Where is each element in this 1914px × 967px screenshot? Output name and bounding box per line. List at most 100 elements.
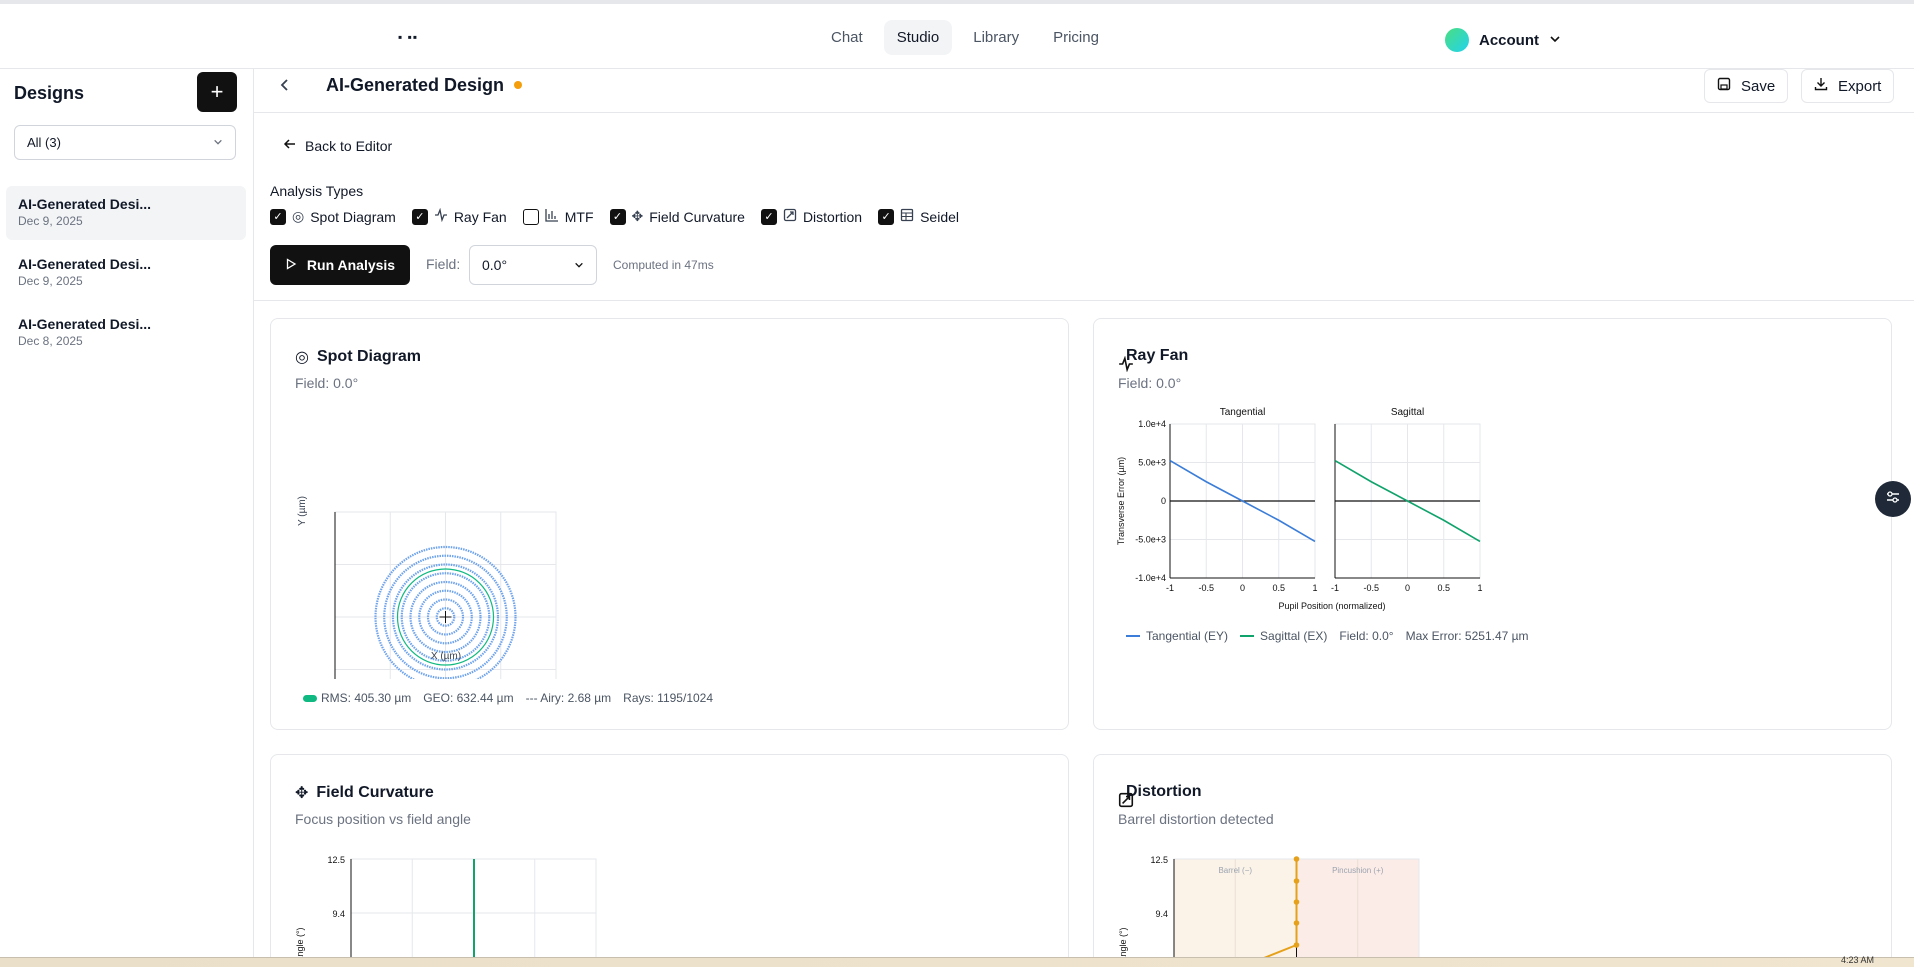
checkbox-label: Spot Diagram	[310, 208, 396, 225]
ray-fan-plot: Tangential -1 -0.5 0 0.5 1 1.0e+4 5.0e+3 0 -5.0e+…	[1116, 407, 1483, 611]
spot-subtitle: Field: 0.0°	[295, 375, 359, 391]
top-nav-bar: ▪ ▪▪ Chat Studio Library Pricing Account	[0, 0, 1914, 69]
field-value: 0.0°	[482, 257, 508, 273]
series-line	[1169, 459, 1316, 543]
spot-diagram-card: ◎ Spot Diagram Field: 0.0° X (µm) Y (µm)…	[270, 318, 1069, 730]
rms-swatch	[303, 694, 317, 702]
divider	[254, 300, 1914, 301]
x-tick-label: 0.5	[1272, 583, 1285, 593]
checkbox-spot-diagram[interactable]: ✓ ◎ Spot Diagram	[270, 208, 396, 225]
card-title: Distortion	[1118, 783, 1202, 808]
activity-icon	[434, 207, 448, 225]
geo-value: GEO: 632.44 µm	[423, 691, 514, 705]
os-taskbar: 4:23 AM	[0, 955, 1914, 967]
design-item-date: Dec 8, 2025	[18, 334, 83, 348]
design-item-date: Dec 9, 2025	[18, 274, 83, 288]
ray-fan-subtitle: Field: 0.0°	[1118, 375, 1182, 391]
panel-title: Tangential	[1220, 407, 1266, 418]
account-label: Account	[1479, 31, 1539, 49]
run-analysis-button[interactable]: Run Analysis	[270, 245, 410, 285]
ray-fan-title: Ray Fan	[1126, 347, 1189, 364]
design-item-name: AI-Generated Desi...	[18, 196, 152, 212]
checkbox-ray-fan[interactable]: ✓ Ray Fan	[411, 207, 507, 225]
checkbox-checked[interactable]: ✓	[270, 208, 286, 225]
checkbox-label: MTF	[564, 208, 594, 225]
export-button[interactable]: Export	[1801, 69, 1895, 103]
distortion-subtitle: Barrel distortion detected	[1118, 811, 1274, 827]
computed-time: Computed in 47ms	[613, 258, 714, 272]
analysis-types-label: Analysis Types	[270, 183, 364, 199]
field-angle-select[interactable]: 0.0°	[469, 245, 597, 285]
checkbox-field-curvature[interactable]: ✓ ✥ Field Curvature	[609, 208, 745, 225]
logo[interactable]: ▪ ▪▪	[398, 30, 419, 44]
save-button[interactable]: Save	[1704, 69, 1789, 103]
move-icon: ✥	[631, 208, 644, 224]
data-point	[1293, 856, 1300, 862]
y-tick-label: 5.0e+3	[1138, 458, 1166, 468]
checkbox-unchecked[interactable]	[522, 208, 539, 225]
design-item-name: AI-Generated Desi...	[18, 256, 152, 272]
nav-studio[interactable]: Studio	[883, 20, 953, 55]
card-title: ✥ Field Curvature	[295, 783, 434, 803]
sliders-icon	[1885, 489, 1901, 510]
chevron-down-icon	[1549, 32, 1561, 49]
avatar	[1445, 28, 1469, 52]
save-icon	[1717, 77, 1731, 95]
main-nav: Chat Studio Library Pricing	[818, 20, 1112, 55]
sagittal-swatch	[1240, 635, 1255, 637]
bar-chart-icon	[545, 208, 559, 225]
sidebar-title: Designs	[14, 83, 85, 103]
checkbox-checked[interactable]: ✓	[609, 208, 626, 225]
y-tick-label: 9.4	[1155, 909, 1168, 919]
x-axis-label: X (µm)	[431, 651, 461, 662]
rays-value: Rays: 1195/1024	[623, 691, 714, 705]
y-tick-label: 12.5	[1150, 855, 1168, 865]
data-point	[1293, 920, 1300, 926]
data-point	[1293, 899, 1300, 905]
back-chevron-icon[interactable]	[278, 76, 292, 97]
spot-ring	[374, 545, 517, 679]
checkbox-checked[interactable]: ✓	[760, 208, 777, 225]
field-curvature-subtitle: Focus position vs field angle	[295, 811, 471, 827]
y-tick-label: 12.5	[327, 855, 345, 865]
field-label: Field:	[426, 256, 461, 272]
x-axis-label: Pupil Position (normalized)	[1278, 601, 1385, 611]
settings-toggle-button[interactable]	[1875, 481, 1911, 517]
unsaved-indicator	[514, 81, 522, 89]
checkbox-distortion[interactable]: ✓ Distortion	[760, 208, 862, 225]
x-tick-label: -0.5	[1198, 583, 1214, 593]
tangential-swatch	[1126, 635, 1140, 637]
designs-filter-select[interactable]: All (3)	[14, 125, 236, 160]
nav-pricing[interactable]: Pricing	[1053, 29, 1099, 46]
design-item-name: AI-Generated Desi...	[18, 316, 152, 332]
nav-library[interactable]: Library	[973, 29, 1020, 46]
x-tick-label: -0.5	[1363, 583, 1379, 593]
back-to-editor-link[interactable]: Back to Editor	[283, 137, 392, 154]
checkbox-mtf[interactable]: MTF	[522, 208, 594, 225]
y-tick-label: -1.0e+4	[1135, 573, 1166, 583]
account-menu[interactable]: Account	[1445, 28, 1561, 52]
checkbox-seidel[interactable]: ✓ Seidel	[878, 208, 959, 225]
checkbox-checked[interactable]: ✓	[411, 208, 428, 225]
x-tick-label: 1	[1312, 583, 1317, 593]
add-design-button[interactable]: +	[197, 72, 237, 112]
checkbox-checked[interactable]: ✓	[878, 208, 895, 225]
airy-value: --- Airy: 2.68 µm	[525, 691, 612, 705]
spot-ring	[391, 563, 500, 671]
checkbox-label: Field Curvature	[649, 208, 745, 225]
field-curvature-plot: 12.5 9.4 Angle (°)	[295, 855, 597, 965]
spot-ring	[383, 554, 508, 679]
y-axis-label: Angle (°)	[1118, 927, 1128, 962]
design-list-item[interactable]: AI-Generated Desi... Dec 9, 2025	[6, 246, 246, 300]
taskbar-clock: 4:23 AM	[1840, 955, 1874, 965]
design-list-item[interactable]: AI-Generated Desi... Dec 9, 2025	[6, 186, 246, 240]
x-tick-label: 0	[1405, 583, 1410, 593]
rms-circle	[396, 568, 495, 666]
spot-ring	[409, 580, 482, 654]
play-icon	[285, 257, 297, 273]
table-icon	[900, 208, 914, 225]
nav-chat[interactable]: Chat	[831, 29, 863, 46]
target-icon: ◎	[295, 349, 309, 366]
design-list-item[interactable]: AI-Generated Desi... Dec 8, 2025	[6, 306, 246, 360]
